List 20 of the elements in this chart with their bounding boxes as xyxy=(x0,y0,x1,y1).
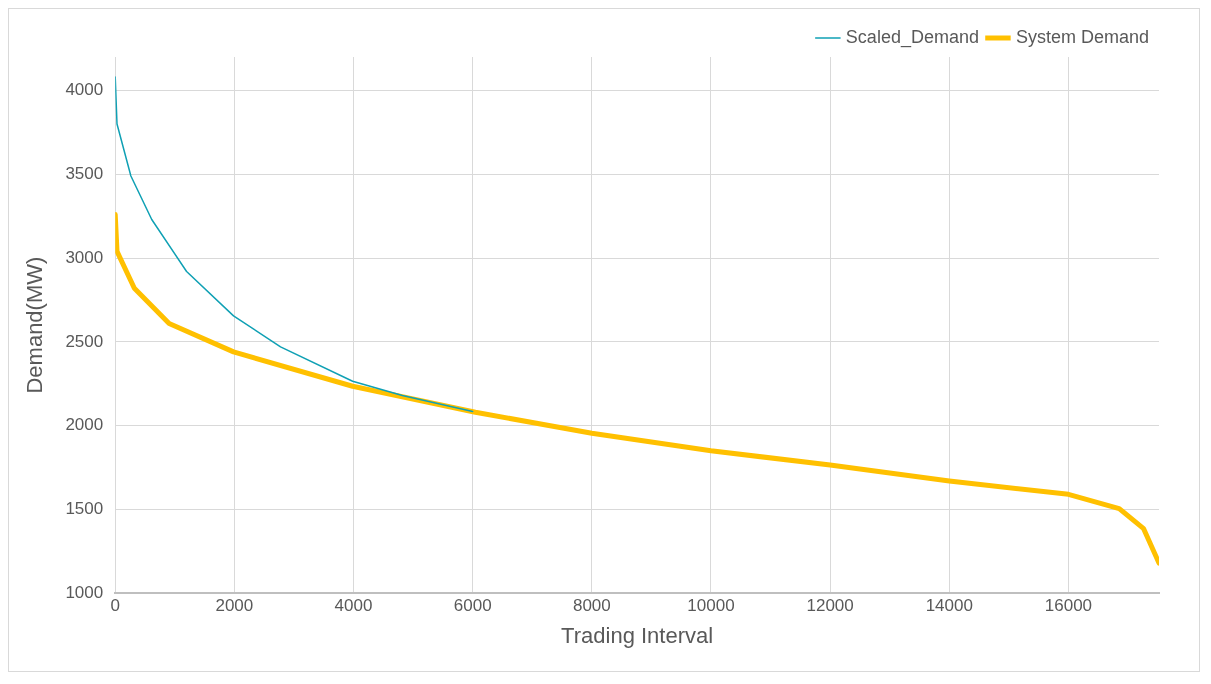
x-tick-label: 4000 xyxy=(334,596,373,616)
x-axis-title: Trading Interval xyxy=(561,622,714,648)
x-tick-label: 2000 xyxy=(215,596,254,616)
x-tick-label: 14000 xyxy=(925,596,973,616)
x-tick-label: 8000 xyxy=(572,596,611,616)
y-tick-label: 2000 xyxy=(65,415,104,435)
x-tick-label: 12000 xyxy=(806,596,854,616)
y-tick-label: 3500 xyxy=(65,163,104,183)
y-tick-label: 2500 xyxy=(65,331,104,351)
x-tick-label: 10000 xyxy=(687,596,735,616)
legend-label: Scaled_Demand xyxy=(845,26,979,48)
y-tick-label: 1000 xyxy=(65,582,104,602)
legend-label: System Demand xyxy=(1015,26,1150,47)
x-tick-label: 0 xyxy=(110,596,120,616)
x-tick-label: 6000 xyxy=(453,596,492,616)
y-tick-label: 3000 xyxy=(65,247,104,267)
y-axis-title: Demand(MW) xyxy=(22,256,48,394)
y-tick-label: 4000 xyxy=(65,80,104,100)
y-tick-label: 1500 xyxy=(65,499,104,519)
x-tick-label: 16000 xyxy=(1044,596,1093,616)
